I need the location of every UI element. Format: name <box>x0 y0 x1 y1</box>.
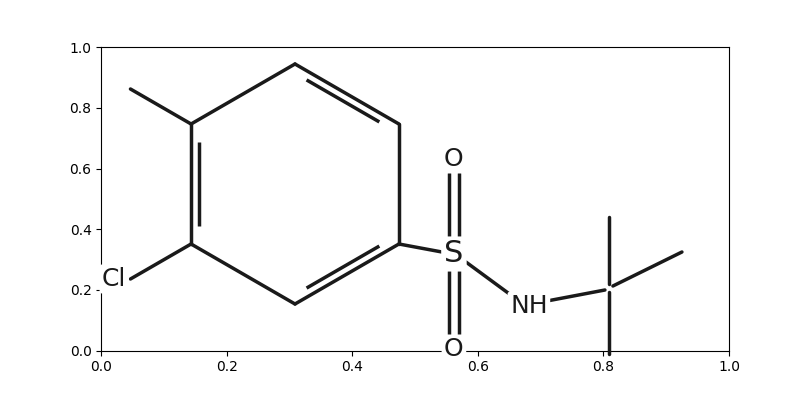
Text: O: O <box>444 147 464 171</box>
Text: NH: NH <box>510 294 548 318</box>
Text: Cl: Cl <box>102 267 126 291</box>
Text: O: O <box>444 337 464 361</box>
Text: S: S <box>444 240 463 268</box>
